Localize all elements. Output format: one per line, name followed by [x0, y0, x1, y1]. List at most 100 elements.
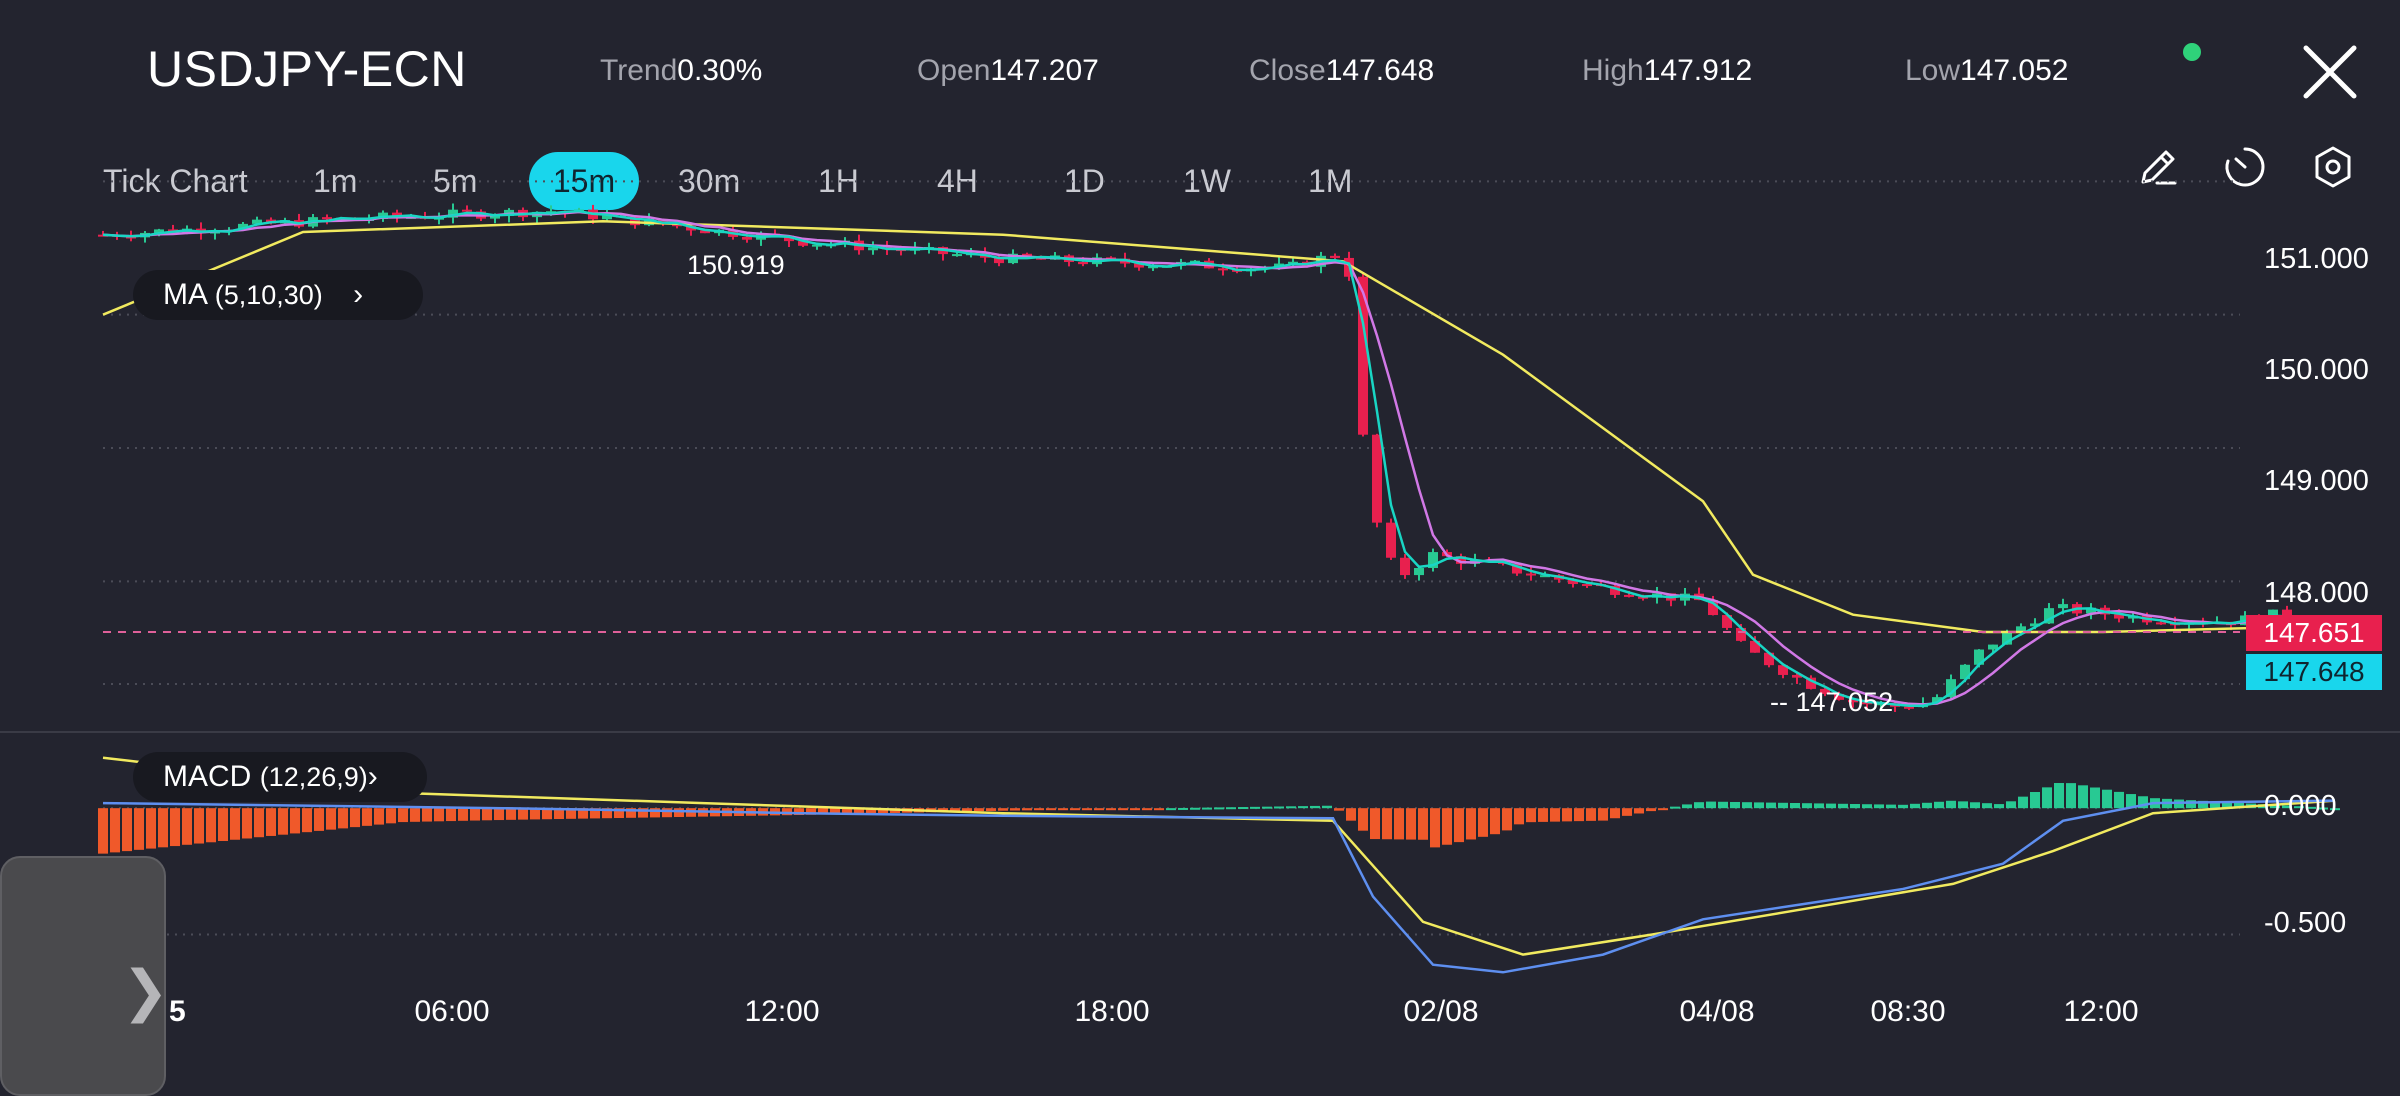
macd-indicator-pill[interactable]: MACD (12,26,9)› — [133, 752, 427, 802]
candle-body — [1904, 706, 1914, 709]
macd-histogram-bar — [1298, 806, 1308, 809]
macd-histogram-bar — [494, 808, 504, 821]
time-tick: 12:00 — [2063, 995, 2138, 1028]
candle-body — [630, 215, 640, 226]
close-icon[interactable] — [2302, 44, 2358, 100]
candle-body — [700, 230, 710, 234]
macd-histogram-bar — [1454, 808, 1464, 843]
candle-body — [994, 257, 1004, 264]
candle-body — [798, 241, 808, 246]
macd-histogram-bar — [1442, 808, 1452, 845]
macd-histogram-bar — [2294, 806, 2304, 809]
macd-histogram-bar — [302, 808, 312, 833]
macd-histogram-bar — [1058, 808, 1068, 811]
macd-histogram-bar — [2270, 804, 2280, 809]
macd-histogram-bar — [1826, 803, 1836, 809]
candle-body — [1372, 434, 1382, 523]
candle-body — [1568, 579, 1578, 585]
candle-body — [952, 254, 962, 257]
macd-histogram-bar — [1994, 804, 2004, 809]
ma10-line — [102, 210, 2330, 706]
settings-hexagon-icon[interactable] — [2310, 144, 2356, 190]
macd-histogram-bar — [1778, 802, 1788, 809]
macd-histogram-bar — [1922, 802, 1932, 809]
macd-histogram-bar — [674, 808, 684, 818]
macd-histogram-bar — [1166, 808, 1176, 811]
tf-1m-month[interactable]: 1M — [1308, 163, 1353, 199]
candle-body — [1610, 585, 1620, 595]
macd-histogram-bar — [1478, 808, 1488, 837]
tf-15m[interactable]: 15m — [529, 152, 639, 210]
macd-histogram-bar — [1718, 801, 1728, 809]
candle-body — [686, 226, 696, 231]
candle-body — [2156, 622, 2166, 625]
close-label: Close — [1249, 54, 1326, 87]
macd-line — [102, 799, 2336, 974]
macd-histogram-bar — [1406, 808, 1416, 840]
macd-histogram-bar — [110, 808, 120, 853]
macd-histogram-bar — [1262, 806, 1272, 809]
macd-label: MACD — [163, 760, 252, 793]
macd-histogram-bar — [998, 808, 1008, 811]
tf-1d[interactable]: 1D — [1064, 163, 1105, 199]
candle-body — [602, 215, 612, 220]
candle-body — [448, 209, 458, 218]
macd-histogram-bar — [254, 808, 264, 838]
macd-histogram-bar — [2066, 783, 2076, 809]
candle-body — [812, 244, 822, 247]
candle-body — [1218, 268, 1228, 271]
macd-histogram-bar — [470, 808, 480, 821]
macd-histogram-bar — [458, 808, 468, 821]
candle-body — [2002, 631, 2012, 645]
macd-histogram-bar — [854, 808, 864, 814]
macd-histogram-bar — [1850, 804, 1860, 809]
ma-label: MA — [163, 278, 207, 311]
candle-body — [1736, 627, 1746, 641]
macd-histogram-bar — [1394, 808, 1404, 840]
macd-histogram-bar — [1802, 803, 1812, 809]
macd-histogram-bar — [98, 808, 108, 854]
macd-histogram-bar — [1574, 808, 1584, 822]
candle-body — [392, 212, 402, 217]
price-tick: 148.000 — [2264, 577, 2369, 609]
close-stat: Close147.648 — [1249, 54, 1434, 88]
macd-histogram-bar — [1910, 803, 1920, 809]
pencil-icon[interactable] — [2135, 144, 2181, 190]
last-price-tag: 147.651 — [2246, 615, 2382, 651]
macd-histogram-bar — [1790, 802, 1800, 809]
candle-body — [1932, 697, 1942, 704]
time-tick: 02/08 — [1403, 995, 1478, 1028]
candle-body — [1624, 594, 1634, 597]
macd-histogram-bar — [182, 808, 192, 845]
macd-histogram-bar — [338, 808, 348, 829]
side-panel-handle[interactable]: ❯ — [0, 856, 169, 1096]
candle-body — [742, 236, 752, 240]
timer-icon[interactable] — [2222, 144, 2268, 190]
macd-histogram-bar — [1106, 808, 1116, 811]
open-label: Open — [917, 54, 991, 87]
candle-body — [784, 235, 794, 242]
candle-body — [1638, 596, 1648, 599]
grid-lines — [0, 180, 2400, 936]
high-marker: 150.919 — [687, 250, 785, 280]
macd-histogram-bar — [2018, 796, 2028, 809]
macd-histogram-bar — [242, 808, 252, 839]
macd-histogram-bar — [626, 808, 636, 818]
candle-body — [1400, 557, 1410, 576]
price-tick: 151.000 — [2264, 243, 2369, 275]
macd-histogram-bar — [482, 808, 492, 821]
ma-indicator-pill[interactable]: MA (5,10,30) › — [133, 270, 423, 320]
macd-histogram-bar — [566, 808, 576, 819]
connection-status-dot — [2183, 43, 2201, 61]
macd-histogram-bar — [842, 808, 852, 814]
macd-histogram-bar — [1154, 808, 1164, 811]
macd-histogram-bar — [1598, 808, 1608, 821]
time-tick: 06:00 — [414, 995, 489, 1028]
candle-body — [1792, 674, 1802, 678]
macd-histogram-bar — [1250, 806, 1260, 809]
macd-histogram-bar — [830, 808, 840, 815]
macd-histogram-bar — [1286, 806, 1296, 809]
ma-params: (5,10,30) — [214, 280, 323, 310]
macd-histogram-bar — [962, 808, 972, 812]
